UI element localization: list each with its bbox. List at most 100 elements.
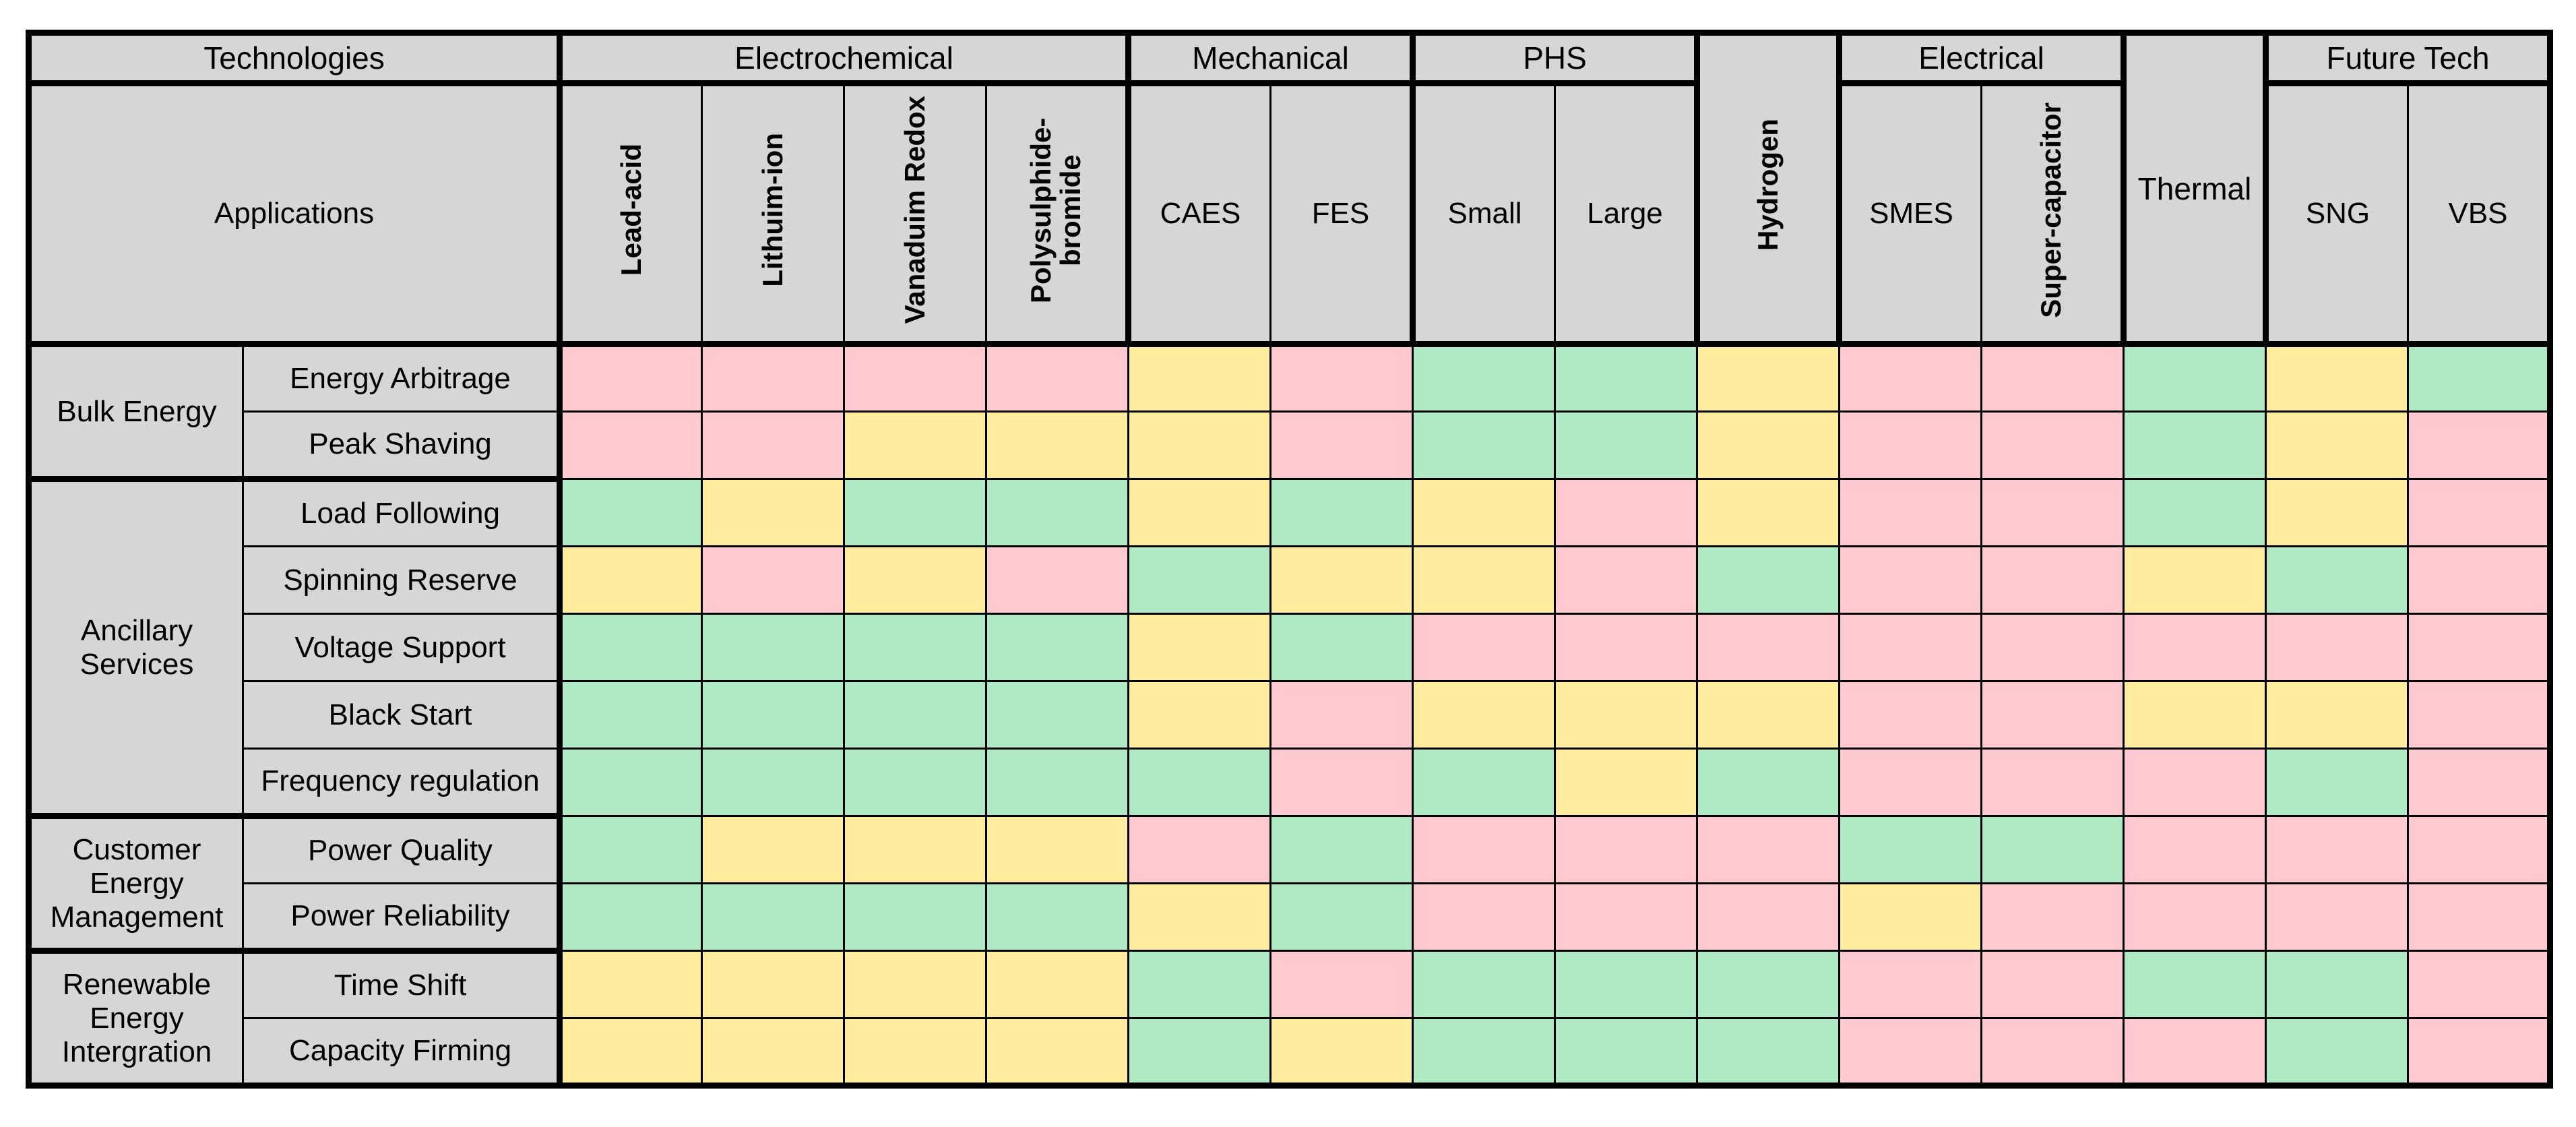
matrix-cell <box>2407 748 2551 817</box>
matrix-cell <box>701 1017 845 1087</box>
matrix-cell <box>2123 950 2267 1019</box>
col-header-hydrogen: Hydrogen <box>1696 32 1842 347</box>
matrix-cell <box>1980 950 2125 1019</box>
matrix-cell <box>1412 748 1556 817</box>
row-label-power-reliability: Power Reliability <box>242 882 563 954</box>
matrix-cell <box>1554 410 1698 480</box>
matrix-cell <box>1980 545 2125 615</box>
matrix-cell <box>843 882 987 952</box>
matrix-cell <box>1980 882 2125 952</box>
matrix-cell <box>985 950 1129 1019</box>
matrix-cell <box>1696 882 1840 952</box>
row-label-frequency-regulation: Frequency regulation <box>242 748 563 819</box>
matrix-cell <box>2407 410 2551 480</box>
table-row: Ancillary Services Load Following <box>28 478 2551 819</box>
matrix-cell <box>843 748 987 817</box>
row-label-peak-shaving: Peak Shaving <box>242 410 563 482</box>
matrix-cell <box>2407 613 2551 682</box>
matrix-cell <box>985 410 1129 480</box>
matrix-cell <box>1838 950 1982 1019</box>
matrix-cell <box>1554 680 1698 750</box>
matrix-cell <box>1696 1017 1840 1087</box>
matrix-cell <box>985 680 1129 750</box>
matrix-cell <box>2265 1017 2409 1087</box>
matrix-cell <box>1269 950 1414 1019</box>
matrix-cell <box>2265 680 2409 750</box>
technologies-header: Technologies <box>28 32 563 86</box>
matrix-cell <box>1412 410 1556 480</box>
matrix-cell <box>843 950 987 1019</box>
row-label-load-following: Load Following <box>242 478 563 547</box>
matrix-cell <box>1838 613 1982 682</box>
matrix-cell <box>985 343 1129 413</box>
matrix-cell <box>2265 410 2409 480</box>
matrix-cell <box>559 815 703 884</box>
col-header-lithuim-ion: Lithuim-ion <box>701 82 845 347</box>
table-row: Bulk Energy Energy Arbitrage <box>28 343 2551 482</box>
matrix-cell <box>2123 343 2267 413</box>
col-group-future-tech: Future Tech <box>2265 32 2551 86</box>
matrix-cell <box>1838 1017 1982 1087</box>
col-header-polysulphide-bromide: Polysulphide-bromide <box>985 82 1131 347</box>
matrix-cell <box>1838 545 1982 615</box>
matrix-cell <box>2123 613 2267 682</box>
col-header-label: Vanaduim Redox <box>898 96 931 324</box>
matrix-cell <box>985 613 1129 682</box>
matrix-cell <box>1269 410 1414 480</box>
table-row: Spinning Reserve <box>29 545 2551 615</box>
matrix-cell <box>1554 545 1698 615</box>
matrix-cell <box>701 478 845 547</box>
matrix-cell <box>2123 545 2267 615</box>
matrix-cell <box>985 478 1129 547</box>
matrix-cell <box>1269 1017 1414 1087</box>
row-group-bulk-energy: Bulk Energy <box>28 343 244 482</box>
matrix-cell <box>1412 1017 1556 1087</box>
matrix-cell <box>559 613 703 682</box>
col-header-label: Lead-acid <box>615 144 648 276</box>
matrix-cell <box>2265 343 2409 413</box>
matrix-cell <box>2407 680 2551 750</box>
matrix-cell <box>1412 950 1556 1019</box>
matrix-cell <box>985 882 1129 952</box>
matrix-cell <box>985 748 1129 817</box>
matrix-cell <box>2407 478 2551 547</box>
matrix-cell <box>843 545 987 615</box>
table-row: Renewable Energy Intergration Time Shift <box>28 950 2551 1087</box>
row-label-voltage-support: Voltage Support <box>242 613 563 682</box>
matrix-cell <box>1412 343 1556 413</box>
matrix-cell <box>1838 680 1982 750</box>
matrix-cell <box>2407 343 2551 413</box>
matrix-cell <box>1127 950 1271 1019</box>
col-header-fes: FES <box>1269 82 1416 347</box>
matrix-cell <box>1980 478 2125 547</box>
matrix-cell <box>1269 343 1414 413</box>
row-group-renewable-energy-intergration: Renewable Energy Intergration <box>28 950 244 1087</box>
matrix-cell <box>1696 613 1840 682</box>
row-label-black-start: Black Start <box>242 680 563 750</box>
matrix-cell <box>559 950 703 1019</box>
matrix-cell <box>1980 1017 2125 1087</box>
col-header-large: Large <box>1554 82 1700 347</box>
matrix-cell <box>1838 815 1982 884</box>
matrix-cell <box>843 613 987 682</box>
matrix-cell <box>843 478 987 547</box>
matrix-cell <box>1554 1017 1698 1087</box>
matrix-cell <box>985 1017 1129 1087</box>
matrix-cell <box>701 613 845 682</box>
matrix-cell <box>1412 680 1556 750</box>
matrix-cell <box>559 545 703 615</box>
table-header: Technologies Electrochemical Mechanical PHS… <box>28 32 2551 347</box>
table-row: Peak Shaving <box>29 410 2551 482</box>
matrix-cell <box>1127 1017 1271 1087</box>
matrix-cell <box>1696 545 1840 615</box>
matrix-cell <box>1127 343 1271 413</box>
matrix-cell <box>701 410 845 480</box>
matrix-cell <box>1554 748 1698 817</box>
col-header-super-capacitor: Super-capacitor <box>1980 82 2127 347</box>
table-row: Power Reliability <box>29 882 2551 954</box>
matrix-cell <box>2407 1017 2551 1087</box>
matrix-cell <box>559 748 703 817</box>
matrix-cell <box>2407 950 2551 1019</box>
col-group-mechanical: Mechanical <box>1127 32 1416 86</box>
row-group-ancillary-services: Ancillary Services <box>28 478 244 819</box>
